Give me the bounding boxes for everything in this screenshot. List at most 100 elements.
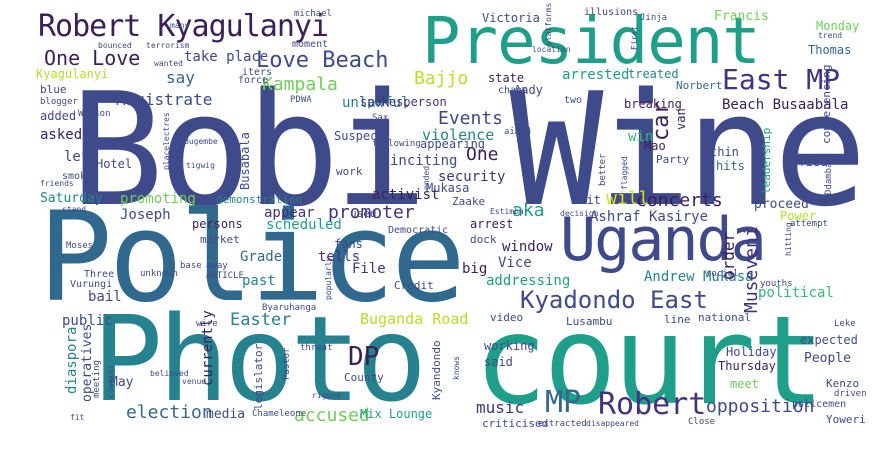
word-victoria: Victoria bbox=[482, 11, 540, 25]
word-force: force bbox=[238, 75, 269, 86]
word-treated: treated bbox=[628, 67, 679, 81]
word-hitting: hitting bbox=[784, 222, 793, 256]
word-francis: Francis bbox=[714, 9, 769, 24]
word-suspect: Suspect bbox=[334, 129, 385, 143]
word-pdwa: PDWA bbox=[290, 95, 312, 105]
word-smoke: smoke bbox=[62, 171, 93, 182]
word-window: window bbox=[502, 239, 553, 255]
word-first: First bbox=[630, 25, 639, 50]
word-zaake: Zaake bbox=[452, 195, 486, 208]
word-car: car bbox=[649, 101, 674, 141]
word-social: social bbox=[706, 269, 739, 279]
word-order: order bbox=[719, 231, 738, 280]
word-dock: dock bbox=[470, 233, 497, 246]
word-holiday: Holiday bbox=[726, 345, 777, 359]
word-meet: meet bbox=[730, 377, 759, 391]
word-mukasa: Mukasa bbox=[426, 181, 470, 195]
word-addressing: addressing bbox=[486, 273, 571, 289]
word-robert-kyagulanyi: Robert Kyagulanyi bbox=[38, 9, 329, 44]
word-legislator: legislator bbox=[252, 343, 265, 410]
word-mp: MP bbox=[545, 385, 582, 420]
word-accused: accused bbox=[294, 405, 370, 426]
word-estimba: Estimba bbox=[490, 207, 524, 216]
word-love-beach: Love Beach bbox=[256, 48, 389, 73]
word-museveni: Museveni bbox=[741, 226, 762, 313]
word-political: political bbox=[758, 285, 834, 301]
word-proceed: proceed bbox=[754, 197, 809, 212]
word-ashraf-kasirye: Ashraf Kasirye bbox=[590, 209, 709, 225]
word-buganda-road: Buganda Road bbox=[360, 310, 469, 328]
word-win: win bbox=[628, 129, 654, 145]
word-trend: trend bbox=[818, 31, 843, 40]
word-expected: expected bbox=[800, 333, 858, 347]
word-people: People bbox=[804, 351, 851, 366]
word-close: Close bbox=[688, 417, 716, 427]
word-unknown: unknown bbox=[140, 269, 178, 279]
word-take-place: take place bbox=[184, 49, 269, 65]
word-used: used bbox=[350, 207, 377, 220]
word-kyadondo-east: Kyadondo East bbox=[520, 286, 708, 314]
word-platforms: platforms bbox=[544, 2, 553, 46]
word-dp: DP bbox=[348, 342, 380, 372]
word-terrorism: terrorism bbox=[146, 41, 190, 50]
word-president: President bbox=[422, 5, 761, 79]
word-wilson: Wilson bbox=[78, 109, 111, 119]
word-wanted: wanted bbox=[154, 59, 183, 68]
word-monday: Monday bbox=[816, 19, 860, 33]
word-lusambu: Lusambu bbox=[566, 315, 613, 328]
word-file: File bbox=[352, 261, 386, 277]
word-attempt: attempt bbox=[790, 219, 828, 229]
word-appear: appear bbox=[264, 205, 315, 221]
word-leadership: leadership bbox=[760, 127, 773, 194]
word-ddamba-2: Ddamba bbox=[824, 162, 834, 195]
word-security: security bbox=[438, 169, 506, 185]
word-violence: violence bbox=[422, 126, 495, 144]
word-photo: Photo bbox=[92, 290, 427, 428]
word-kyagulanyi: Kyagulanyi bbox=[36, 67, 109, 81]
word-tigwig: tigwig bbox=[186, 161, 215, 170]
word-thin: thin bbox=[710, 145, 739, 159]
word-three: Three bbox=[84, 269, 115, 280]
word-left: left bbox=[64, 149, 98, 165]
word-spokesperson: spokesperson bbox=[360, 95, 447, 109]
word-say: say bbox=[166, 68, 195, 87]
word-kampala: Kampala bbox=[262, 74, 338, 95]
word-placelectres: placelectres bbox=[162, 112, 171, 170]
word-flagged: flagged bbox=[620, 156, 629, 190]
word-bugembe: Bugembe bbox=[184, 137, 218, 146]
word-arrest: arrest bbox=[470, 217, 514, 231]
word-jinja: Jinja bbox=[640, 13, 668, 23]
word-court: court bbox=[474, 290, 825, 432]
word-will: will bbox=[606, 188, 650, 209]
word-suit: suit bbox=[572, 193, 601, 207]
word-mix-lounge: Mix Lounge bbox=[360, 407, 433, 421]
word-concerts: concerts bbox=[636, 190, 723, 211]
word-unlawful: unlawful bbox=[342, 95, 410, 111]
word-media: media bbox=[206, 407, 246, 422]
word-yoweri: Yoweri bbox=[826, 413, 866, 426]
word-power: Power bbox=[780, 209, 817, 223]
word-conferencing: conferencing bbox=[820, 64, 833, 144]
word-bajjo: Bajjo bbox=[414, 68, 469, 89]
word-andy: Andy bbox=[514, 83, 543, 97]
word-kyandondo: Kyandondo bbox=[430, 340, 443, 400]
word-events: Events bbox=[438, 108, 504, 129]
word-tells: tells bbox=[318, 249, 361, 265]
word-credit: Credit bbox=[394, 279, 434, 292]
word-saturday: Saturday bbox=[40, 191, 103, 206]
word-courier: courier bbox=[106, 364, 115, 398]
word-county: County bbox=[344, 371, 384, 384]
word-chameleone: Chameleone bbox=[252, 409, 307, 419]
word-state: state bbox=[488, 71, 525, 85]
word-beach-busaabala: Beach Busaabala bbox=[722, 97, 849, 113]
word-criticised: criticised bbox=[482, 417, 549, 430]
word-line: line bbox=[664, 313, 691, 326]
word-pastor: Pastor bbox=[282, 347, 292, 380]
word-magistrate: Magistrate bbox=[116, 90, 213, 109]
word-persons: persons bbox=[192, 217, 243, 231]
word-busabala: Busabala bbox=[238, 132, 252, 190]
word-east-mp: East MP bbox=[722, 63, 841, 96]
word-believed: believed bbox=[150, 369, 189, 378]
word-scheduled: scheduled bbox=[266, 217, 342, 233]
